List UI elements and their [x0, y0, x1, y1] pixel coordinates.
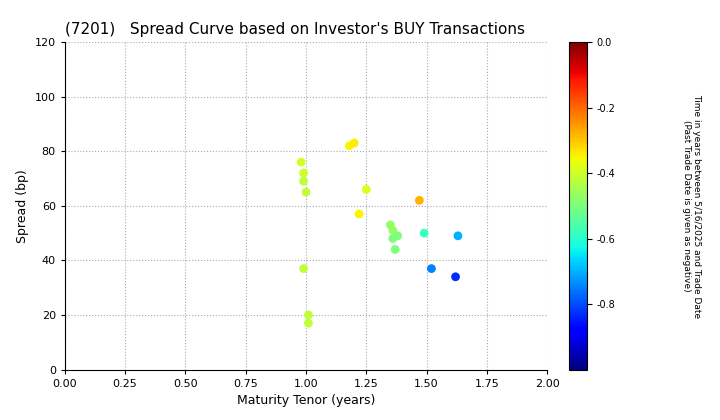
Point: [302, 320, 314, 327]
Point: [392, 232, 403, 239]
Point: [300, 189, 312, 196]
Point: [348, 139, 360, 146]
Point: [418, 230, 430, 236]
Point: [387, 227, 399, 234]
Text: (7201)   Spread Curve based on Investor's BUY Transactions: (7201) Spread Curve based on Investor's …: [65, 22, 525, 37]
Point: [413, 197, 425, 204]
Point: [452, 232, 464, 239]
Point: [298, 170, 310, 176]
Point: [302, 312, 314, 318]
Point: [343, 142, 355, 149]
Point: [298, 265, 310, 272]
Y-axis label: Time in years between 5/16/2025 and Trade Date
(Past Trade Date is given as nega: Time in years between 5/16/2025 and Trad…: [682, 94, 701, 318]
Point: [387, 235, 399, 242]
Point: [298, 178, 310, 184]
Point: [295, 159, 307, 165]
Point: [390, 246, 401, 253]
Point: [450, 273, 462, 280]
Point: [361, 186, 372, 193]
Point: [426, 265, 437, 272]
X-axis label: Maturity Tenor (years): Maturity Tenor (years): [237, 394, 375, 407]
Point: [354, 210, 365, 218]
Point: [384, 222, 396, 228]
Y-axis label: Spread (bp): Spread (bp): [16, 169, 29, 243]
